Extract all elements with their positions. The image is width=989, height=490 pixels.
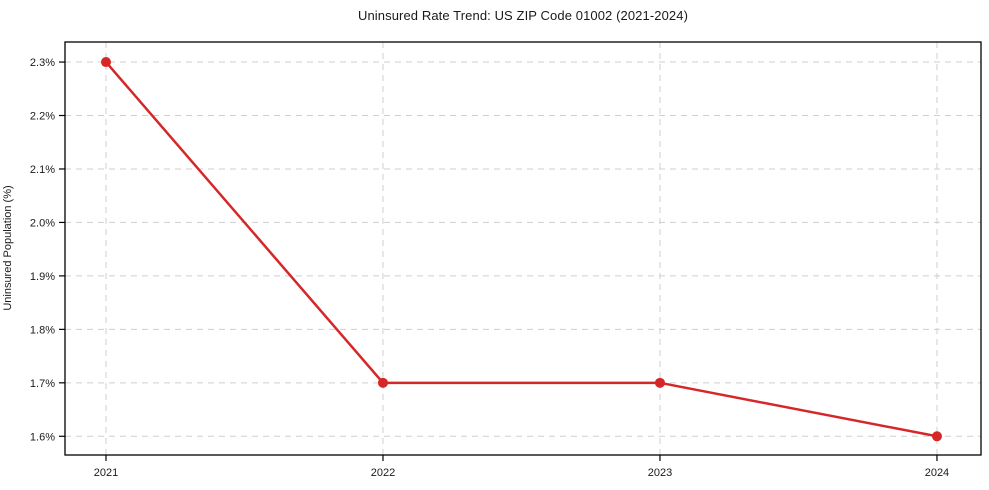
- x-tick-label: 2021: [94, 467, 118, 479]
- y-tick-label: 2.1%: [30, 164, 55, 176]
- data-point: [377, 377, 388, 388]
- data-point: [100, 57, 111, 68]
- trend-line: [104, 60, 939, 438]
- y-tick-label: 2.3%: [30, 57, 55, 69]
- axes-border: [64, 41, 982, 456]
- x-tick-label: 2022: [371, 467, 395, 479]
- y-tick-label: 1.6%: [30, 431, 55, 443]
- y-tick-label: 1.8%: [30, 324, 55, 336]
- y-tick-label: 2.0%: [30, 217, 55, 229]
- y-tick-label: 1.9%: [30, 271, 55, 283]
- chart-title: Uninsured Rate Trend: US ZIP Code 01002 …: [357, 8, 689, 23]
- y-tick-label: 1.7%: [30, 378, 55, 390]
- y-tick-label: 2.2%: [30, 111, 55, 123]
- data-point: [931, 431, 942, 442]
- data-point: [654, 377, 665, 388]
- x-tick-label: 2024: [925, 467, 949, 479]
- x-tick-label: 2023: [648, 467, 672, 479]
